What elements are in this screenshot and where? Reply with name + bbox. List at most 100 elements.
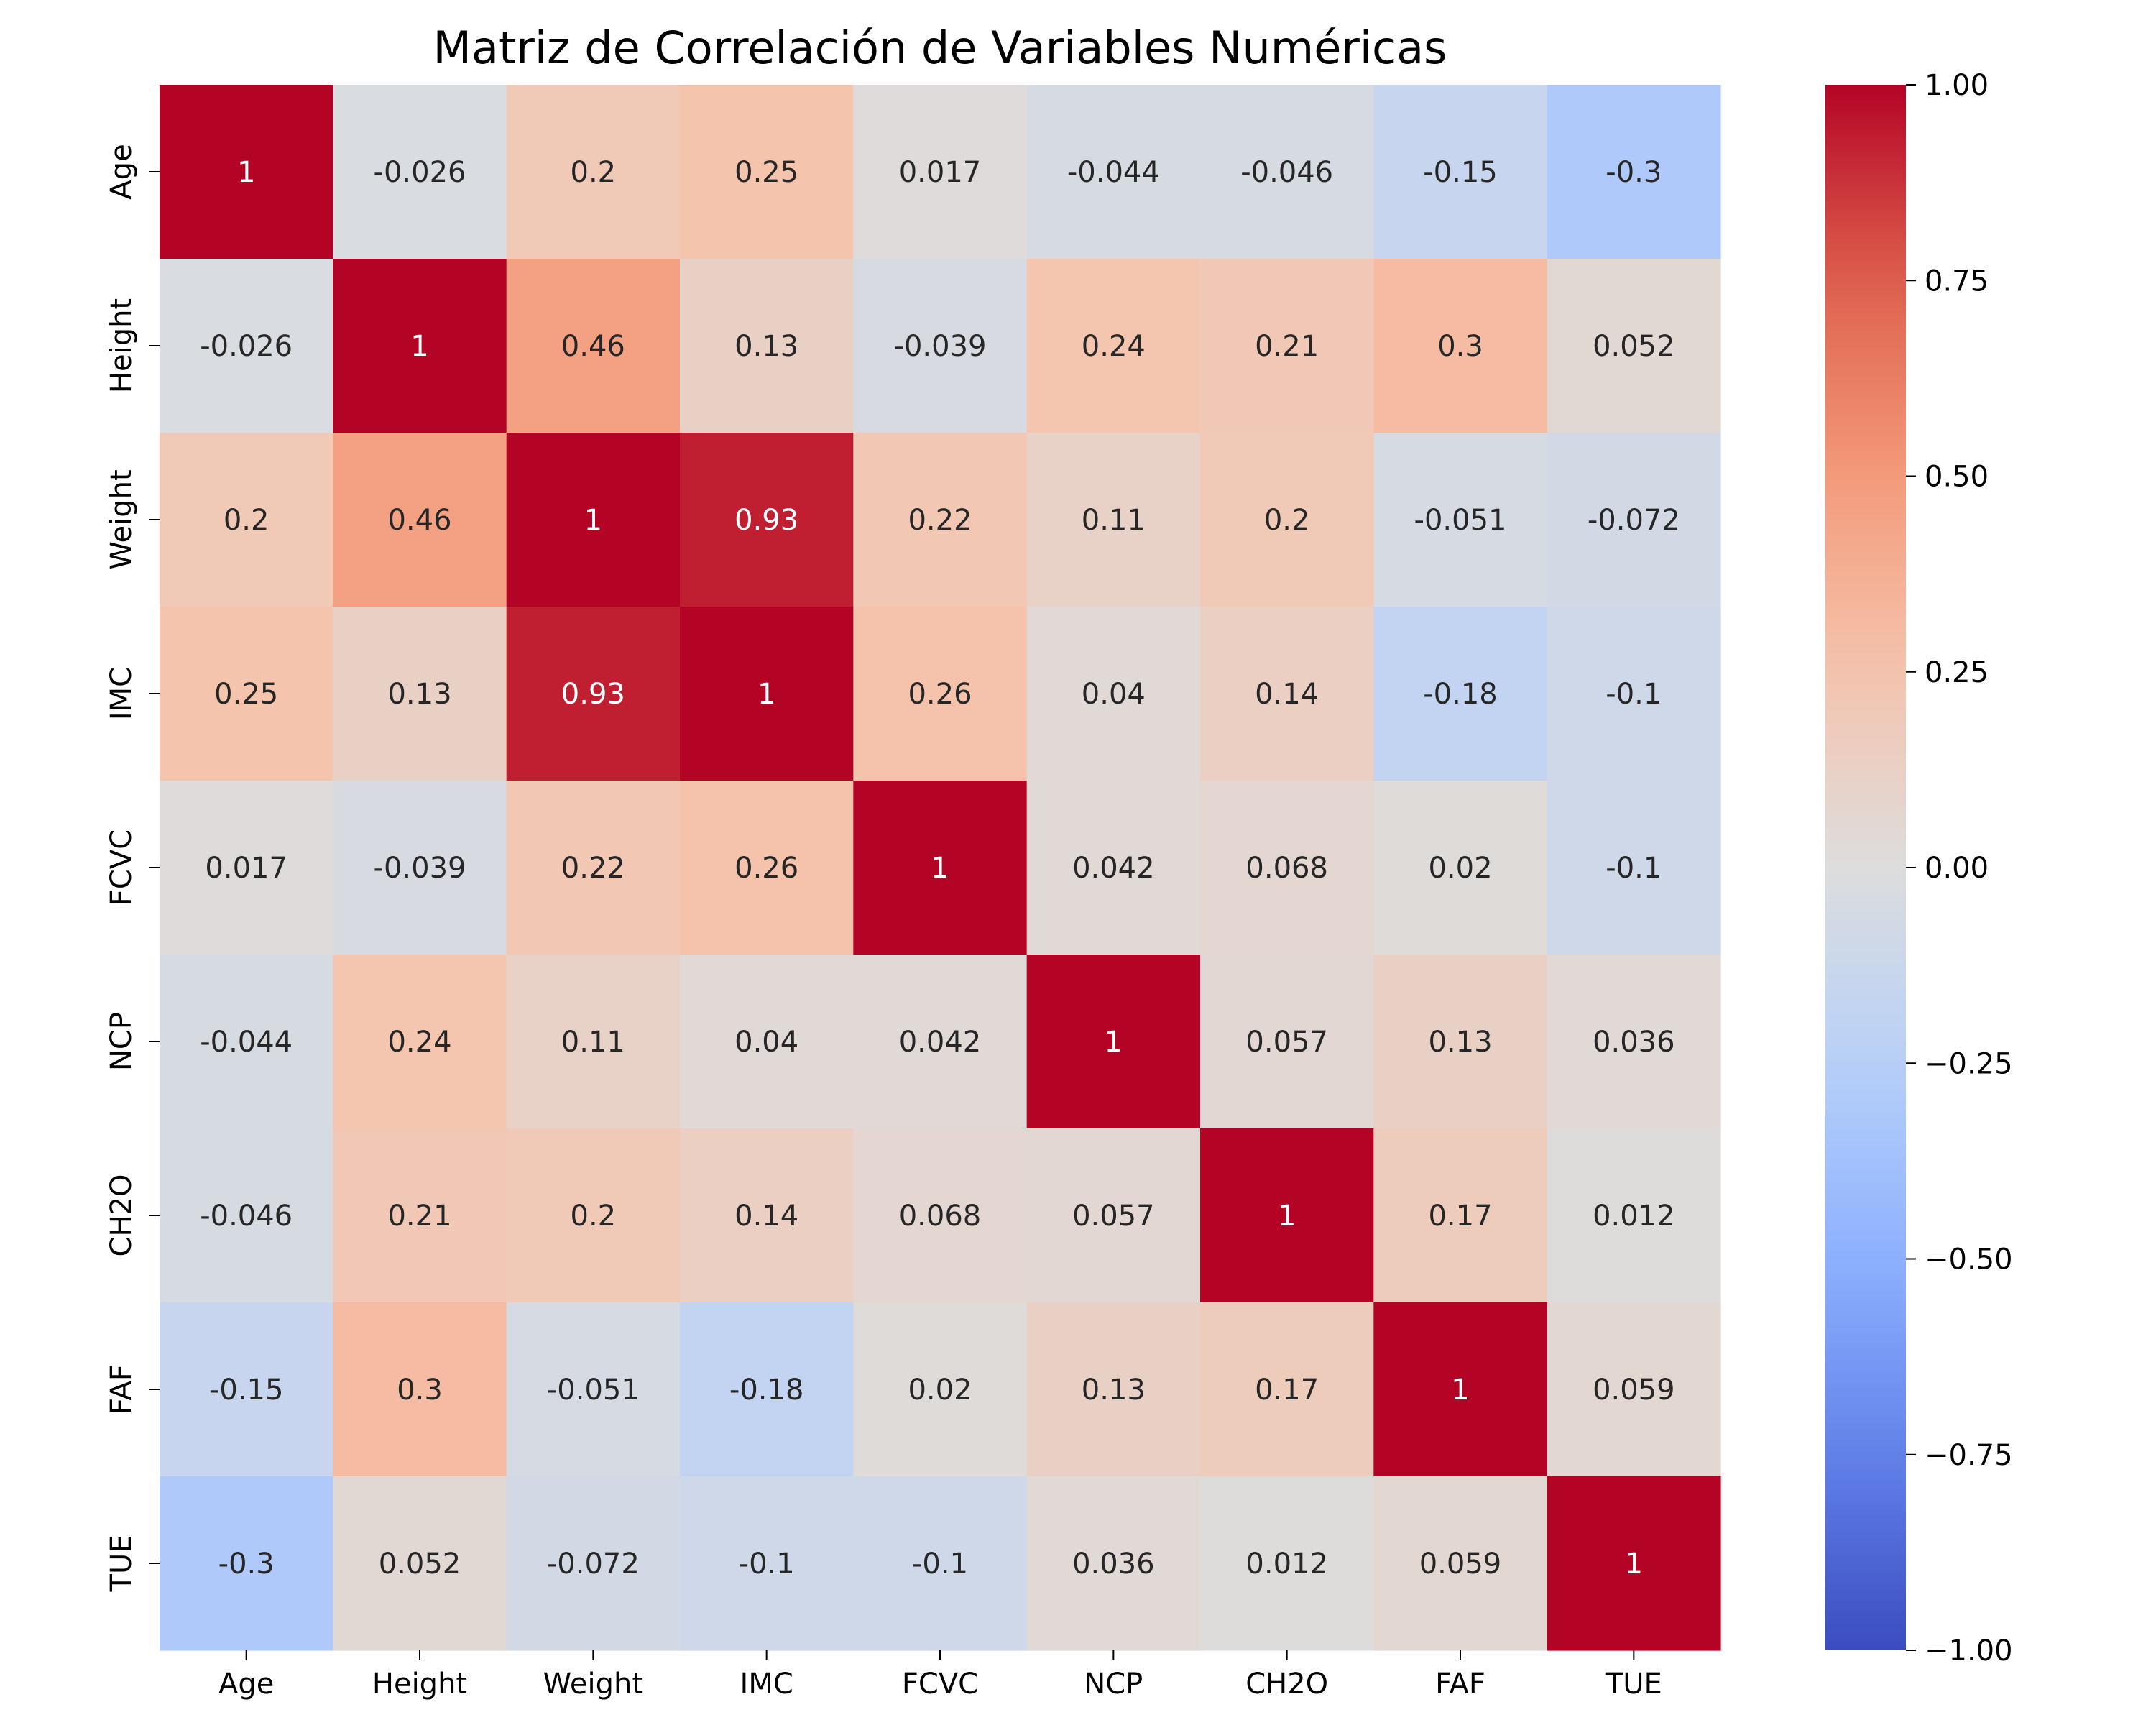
cell-value-label: -0.072 — [1588, 504, 1680, 537]
cell-value-label: 0.012 — [1245, 1547, 1328, 1581]
heatmap-cell-IMC-CH2O — [1200, 607, 1374, 781]
heatmap-cell-FAF-Age — [160, 1302, 333, 1477]
cell-value-label: 0.13 — [1428, 1026, 1492, 1059]
heatmap-cell-CH2O-FCVC — [853, 1128, 1028, 1303]
cell-value-label: 0.057 — [1072, 1200, 1155, 1233]
heatmap-cell-Age-FAF — [1373, 85, 1548, 259]
cell-value-label: -0.1 — [1606, 852, 1662, 885]
cell-value-label: 0.25 — [734, 156, 798, 189]
heatmap-cell-FCVC-CH2O — [1200, 781, 1374, 955]
heatmap-cell-CH2O-NCP — [1026, 1128, 1201, 1303]
heatmap-cell-NCP-FCVC — [853, 954, 1028, 1129]
heatmap-cell-Weight-TUE — [1547, 433, 1721, 607]
cell-value-label: -0.15 — [209, 1374, 284, 1407]
cell-value-label: 0.17 — [1255, 1374, 1319, 1407]
cell-value-label: 1 — [410, 330, 428, 363]
cell-value-label: 1 — [1625, 1547, 1643, 1581]
cell-value-label: -0.044 — [1067, 156, 1160, 189]
cell-value-label: 0.02 — [908, 1374, 972, 1407]
heatmap-cell-Weight-NCP — [1026, 433, 1201, 607]
colorbar-tick-label: −0.75 — [1925, 1439, 2013, 1472]
heatmap-cell-CH2O-Weight — [506, 1128, 681, 1303]
heatmap-cell-TUE-Height — [333, 1476, 507, 1651]
y-tick-label: Weight — [105, 469, 138, 569]
cell-value-label: 1 — [931, 852, 949, 885]
cell-value-label: 0.2 — [571, 156, 617, 189]
heatmap-cell-NCP-NCP — [1026, 954, 1201, 1129]
cell-value-label: 0.22 — [908, 504, 972, 537]
colorbar-tick-label: −1.00 — [1925, 1634, 2013, 1668]
x-tick-label: Height — [372, 1668, 467, 1701]
cell-value-label: 0.46 — [387, 504, 451, 537]
cell-value-label: 1 — [584, 504, 602, 537]
heatmap-cell-IMC-IMC — [680, 607, 854, 781]
cell-value-label: 0.21 — [387, 1200, 451, 1233]
cell-value-label: 0.2 — [224, 504, 270, 537]
cell-value-label: 0.46 — [561, 330, 625, 363]
cell-value-label: 1 — [1105, 1026, 1123, 1059]
cell-value-label: 0.93 — [561, 678, 625, 711]
heatmap-cell-Height-Weight — [506, 259, 681, 433]
heatmap-cell-FCVC-Weight — [506, 781, 681, 955]
heatmap-cell-Height-CH2O — [1200, 259, 1374, 433]
cell-value-label: 0.04 — [734, 1026, 798, 1059]
x-tick-label: Weight — [543, 1668, 643, 1701]
x-tick-label: CH2O — [1245, 1668, 1328, 1701]
cell-value-label: 0.11 — [561, 1026, 625, 1059]
cell-value-label: 0.11 — [1082, 504, 1146, 537]
heatmap-cell-IMC-FAF — [1373, 607, 1548, 781]
x-tick-label: NCP — [1084, 1668, 1143, 1701]
heatmap-cell-Age-Age — [160, 85, 333, 259]
colorbar-gradient — [1825, 85, 1906, 1650]
heatmap-cell-FCVC-FAF — [1373, 781, 1548, 955]
cell-value-label: 0.24 — [387, 1026, 451, 1059]
cell-value-label: 0.052 — [379, 1547, 461, 1581]
heatmap-cell-CH2O-TUE — [1547, 1128, 1721, 1303]
heatmap-cell-FCVC-Height — [333, 781, 507, 955]
heatmap-cell-Age-TUE — [1547, 85, 1721, 259]
heatmap-cell-FCVC-TUE — [1547, 781, 1721, 955]
cell-value-label: 0.25 — [214, 678, 278, 711]
cell-value-label: 0.3 — [397, 1374, 443, 1407]
colorbar-tick-label: 1.00 — [1925, 69, 1989, 102]
heatmap-cell-TUE-CH2O — [1200, 1476, 1374, 1651]
heatmap-cell-FAF-Weight — [506, 1302, 681, 1477]
heatmap-cell-NCP-Weight — [506, 954, 681, 1129]
cell-value-label: -0.046 — [1240, 156, 1333, 189]
cell-value-label: 0.13 — [1082, 1374, 1146, 1407]
cell-value-label: -0.15 — [1423, 156, 1498, 189]
colorbar-tick-label: 0.50 — [1925, 461, 1989, 494]
heatmap-cell-Weight-Age — [160, 433, 333, 607]
cell-value-label: -0.3 — [218, 1547, 275, 1581]
cell-value-label: -0.044 — [200, 1026, 292, 1059]
heatmap-cell-FAF-Height — [333, 1302, 507, 1477]
cell-value-label: 0.042 — [1072, 852, 1155, 885]
heatmap-cell-Height-Height — [333, 259, 507, 433]
cell-value-label: -0.051 — [547, 1374, 640, 1407]
y-tick-label: Age — [105, 144, 138, 199]
heatmap-cell-IMC-FCVC — [853, 607, 1028, 781]
cell-value-label: -0.1 — [912, 1547, 968, 1581]
cell-value-label: 1 — [1278, 1200, 1296, 1233]
heatmap-cell-TUE-FAF — [1373, 1476, 1548, 1651]
cell-value-label: -0.046 — [200, 1200, 292, 1233]
heatmap-cell-Age-FCVC — [853, 85, 1028, 259]
heatmap-cell-FAF-NCP — [1026, 1302, 1201, 1477]
cell-value-label: 0.068 — [1245, 852, 1328, 885]
heatmap-cell-CH2O-Age — [160, 1128, 333, 1303]
y-axis: Age Height Weight IMC FCVC NCP CH2O FAF TUE — [105, 144, 160, 1592]
heatmap-cell-IMC-Weight — [506, 607, 681, 781]
heatmap-cell-Height-NCP — [1026, 259, 1201, 433]
heatmap-cell-Height-FAF — [1373, 259, 1548, 433]
heatmap-cell-CH2O-Height — [333, 1128, 507, 1303]
cell-value-label: 0.2 — [1264, 504, 1310, 537]
cell-value-label: 0.14 — [734, 1200, 798, 1233]
colorbar-tick-label: 0.25 — [1925, 656, 1989, 689]
heatmap-cell-Weight-FAF — [1373, 433, 1548, 607]
cell-value-label: 0.3 — [1437, 330, 1483, 363]
heatmap-cell-TUE-Weight — [506, 1476, 681, 1651]
heatmap-cell-Height-Age — [160, 259, 333, 433]
cell-value-label: 0.04 — [1082, 678, 1146, 711]
heatmap-cell-FCVC-FCVC — [853, 781, 1028, 955]
cell-value-label: 0.036 — [1593, 1026, 1675, 1059]
